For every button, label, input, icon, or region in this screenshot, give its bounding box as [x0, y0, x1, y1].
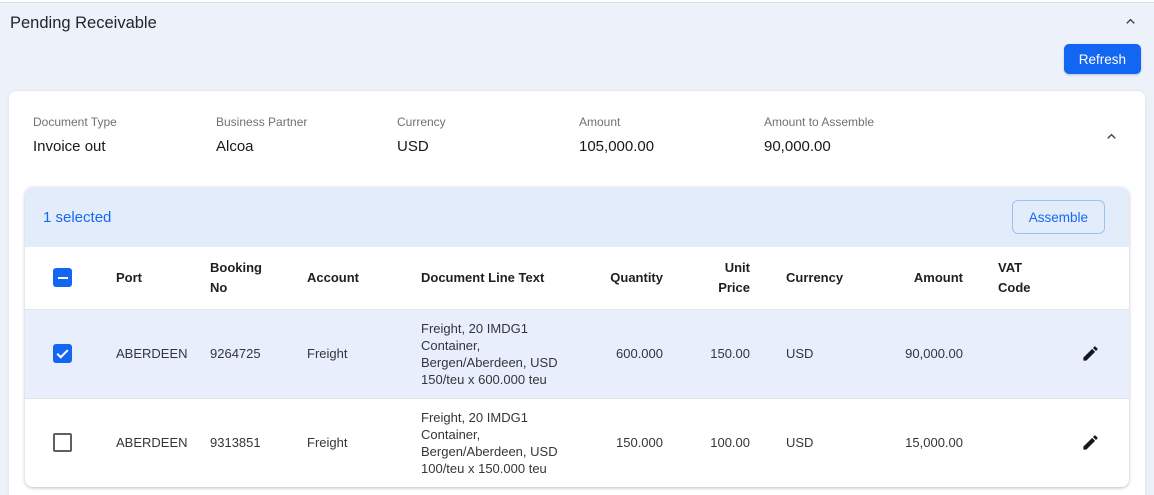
table-row: ABERDEEN 9313851 Freight Freight, 20 IMDG1 … — [25, 398, 1129, 487]
column-header-label: Port — [116, 270, 142, 286]
cell-unit_price: 150.00 — [710, 346, 750, 361]
column-header-label: VAT Code — [998, 259, 1031, 295]
column-header-document_line_text: Document Line Text — [401, 247, 563, 310]
row-checkbox[interactable] — [53, 344, 72, 363]
cell-account: Freight — [307, 435, 348, 450]
chevron-up-icon — [1107, 133, 1116, 139]
field-business-partner: Business Partner Alcoa — [216, 115, 397, 157]
pencil-icon — [1083, 435, 1098, 450]
cell-currency: USD — [786, 346, 814, 361]
cell-document_line_text: Freight, 20 IMDG1 Container, Bergen/Aber… — [401, 309, 563, 398]
select-all-header — [25, 247, 93, 310]
field-label: Amount — [579, 115, 621, 129]
field-label: Currency — [397, 115, 446, 129]
column-header-unit_price: Unit Price — [665, 247, 753, 310]
edit-button[interactable] — [1077, 429, 1104, 456]
cell-account: Freight — [307, 346, 348, 361]
column-header-port: Port — [93, 247, 189, 310]
document-lines-table: Port Booking No Account Document Line Text Q… — [25, 247, 1129, 487]
section-header: Pending Receivable — [0, 3, 1154, 34]
edit-button[interactable] — [1077, 340, 1104, 367]
field-document-type: Document Type Invoice out — [33, 115, 216, 157]
column-header-label: Amount — [913, 270, 963, 286]
cell-currency: USD — [786, 435, 814, 450]
refresh-button[interactable]: Refresh — [1063, 44, 1141, 74]
column-header-label: Unit Price — [718, 259, 750, 295]
cell-vat_code — [965, 309, 1053, 398]
row-edit-cell — [1053, 309, 1129, 398]
cell-unit_price: 100.00 — [710, 435, 750, 450]
field-amount-to-assemble: Amount to Assemble 90,000.00 — [764, 115, 1025, 157]
field-currency: Currency USD — [397, 115, 579, 157]
cell-amount: 15,000.00 — [905, 435, 963, 450]
field-label: Document Type — [33, 115, 117, 129]
column-header-currency: Currency — [753, 247, 845, 310]
selected-count-text: 1 selected — [43, 208, 112, 226]
field-value: USD — [397, 138, 429, 155]
row-edit-cell — [1053, 398, 1129, 487]
page-title: Pending Receivable — [10, 14, 157, 32]
row-select-cell — [25, 309, 93, 398]
cell-booking_no: 9264725 — [210, 346, 261, 361]
section-collapse-button[interactable] — [1121, 12, 1140, 31]
column-header-label: Booking No — [210, 259, 262, 295]
cell-quantity: 150.000 — [616, 435, 663, 450]
field-value: 90,000.00 — [764, 138, 831, 155]
assemble-button[interactable]: Assemble — [1011, 200, 1105, 234]
pencil-icon — [1083, 346, 1098, 361]
column-header-label: Quantity — [610, 270, 663, 286]
summary-collapse-button[interactable] — [1102, 127, 1121, 146]
select-all-checkbox[interactable] — [53, 268, 72, 288]
cell-port: ABERDEEN — [116, 435, 188, 450]
cell-document_line_text: Freight, 20 IMDG1 Container, Bergen/Aber… — [401, 398, 563, 487]
column-header-quantity: Quantity — [563, 247, 665, 310]
document-line-text: Freight, 20 IMDG1 Container, Bergen/Aber… — [421, 409, 558, 476]
column-header-amount: Amount — [845, 247, 965, 310]
table-body: ABERDEEN 9264725 Freight Freight, 20 IMDG1 … — [25, 309, 1129, 487]
column-header-label: Currency — [786, 270, 844, 286]
lines-panel: 1 selected Assemble Port Booking No Accoun… — [25, 187, 1129, 487]
column-header-account: Account — [287, 247, 401, 310]
column-header-vat_code: VAT Code — [965, 247, 1053, 310]
column-header-booking_no: Booking No — [189, 247, 287, 310]
table-row: ABERDEEN 9264725 Freight Freight, 20 IMDG1 … — [25, 309, 1129, 398]
column-header-label: Document Line Text — [421, 270, 545, 286]
pending-receivable-card: Document Type Invoice out Business Partn… — [8, 90, 1146, 495]
column-header-label: Account — [307, 270, 359, 286]
row-select-cell — [25, 398, 93, 487]
cell-quantity: 600.000 — [616, 346, 663, 361]
cell-port: ABERDEEN — [116, 346, 188, 361]
document-line-text: Freight, 20 IMDG1 Container, Bergen/Aber… — [421, 320, 558, 387]
field-label: Business Partner — [216, 115, 308, 129]
top-divider — [0, 2, 1154, 3]
field-label: Amount to Assemble — [764, 115, 875, 129]
toolbar: Refresh — [0, 34, 1154, 74]
field-value: Alcoa — [216, 138, 254, 155]
column-header-edit — [1053, 247, 1129, 310]
chevron-up-icon — [1126, 18, 1135, 24]
document-summary: Document Type Invoice out Business Partn… — [9, 91, 1145, 187]
field-value: Invoice out — [33, 138, 106, 155]
selection-bar: 1 selected Assemble — [25, 187, 1129, 247]
cell-vat_code — [965, 398, 1053, 487]
table-header-row: Port Booking No Account Document Line Text Q… — [25, 247, 1129, 310]
row-checkbox[interactable] — [53, 433, 72, 452]
field-amount: Amount 105,000.00 — [579, 115, 764, 157]
cell-amount: 90,000.00 — [905, 346, 963, 361]
field-value: 105,000.00 — [579, 138, 655, 155]
cell-booking_no: 9313851 — [210, 435, 261, 450]
